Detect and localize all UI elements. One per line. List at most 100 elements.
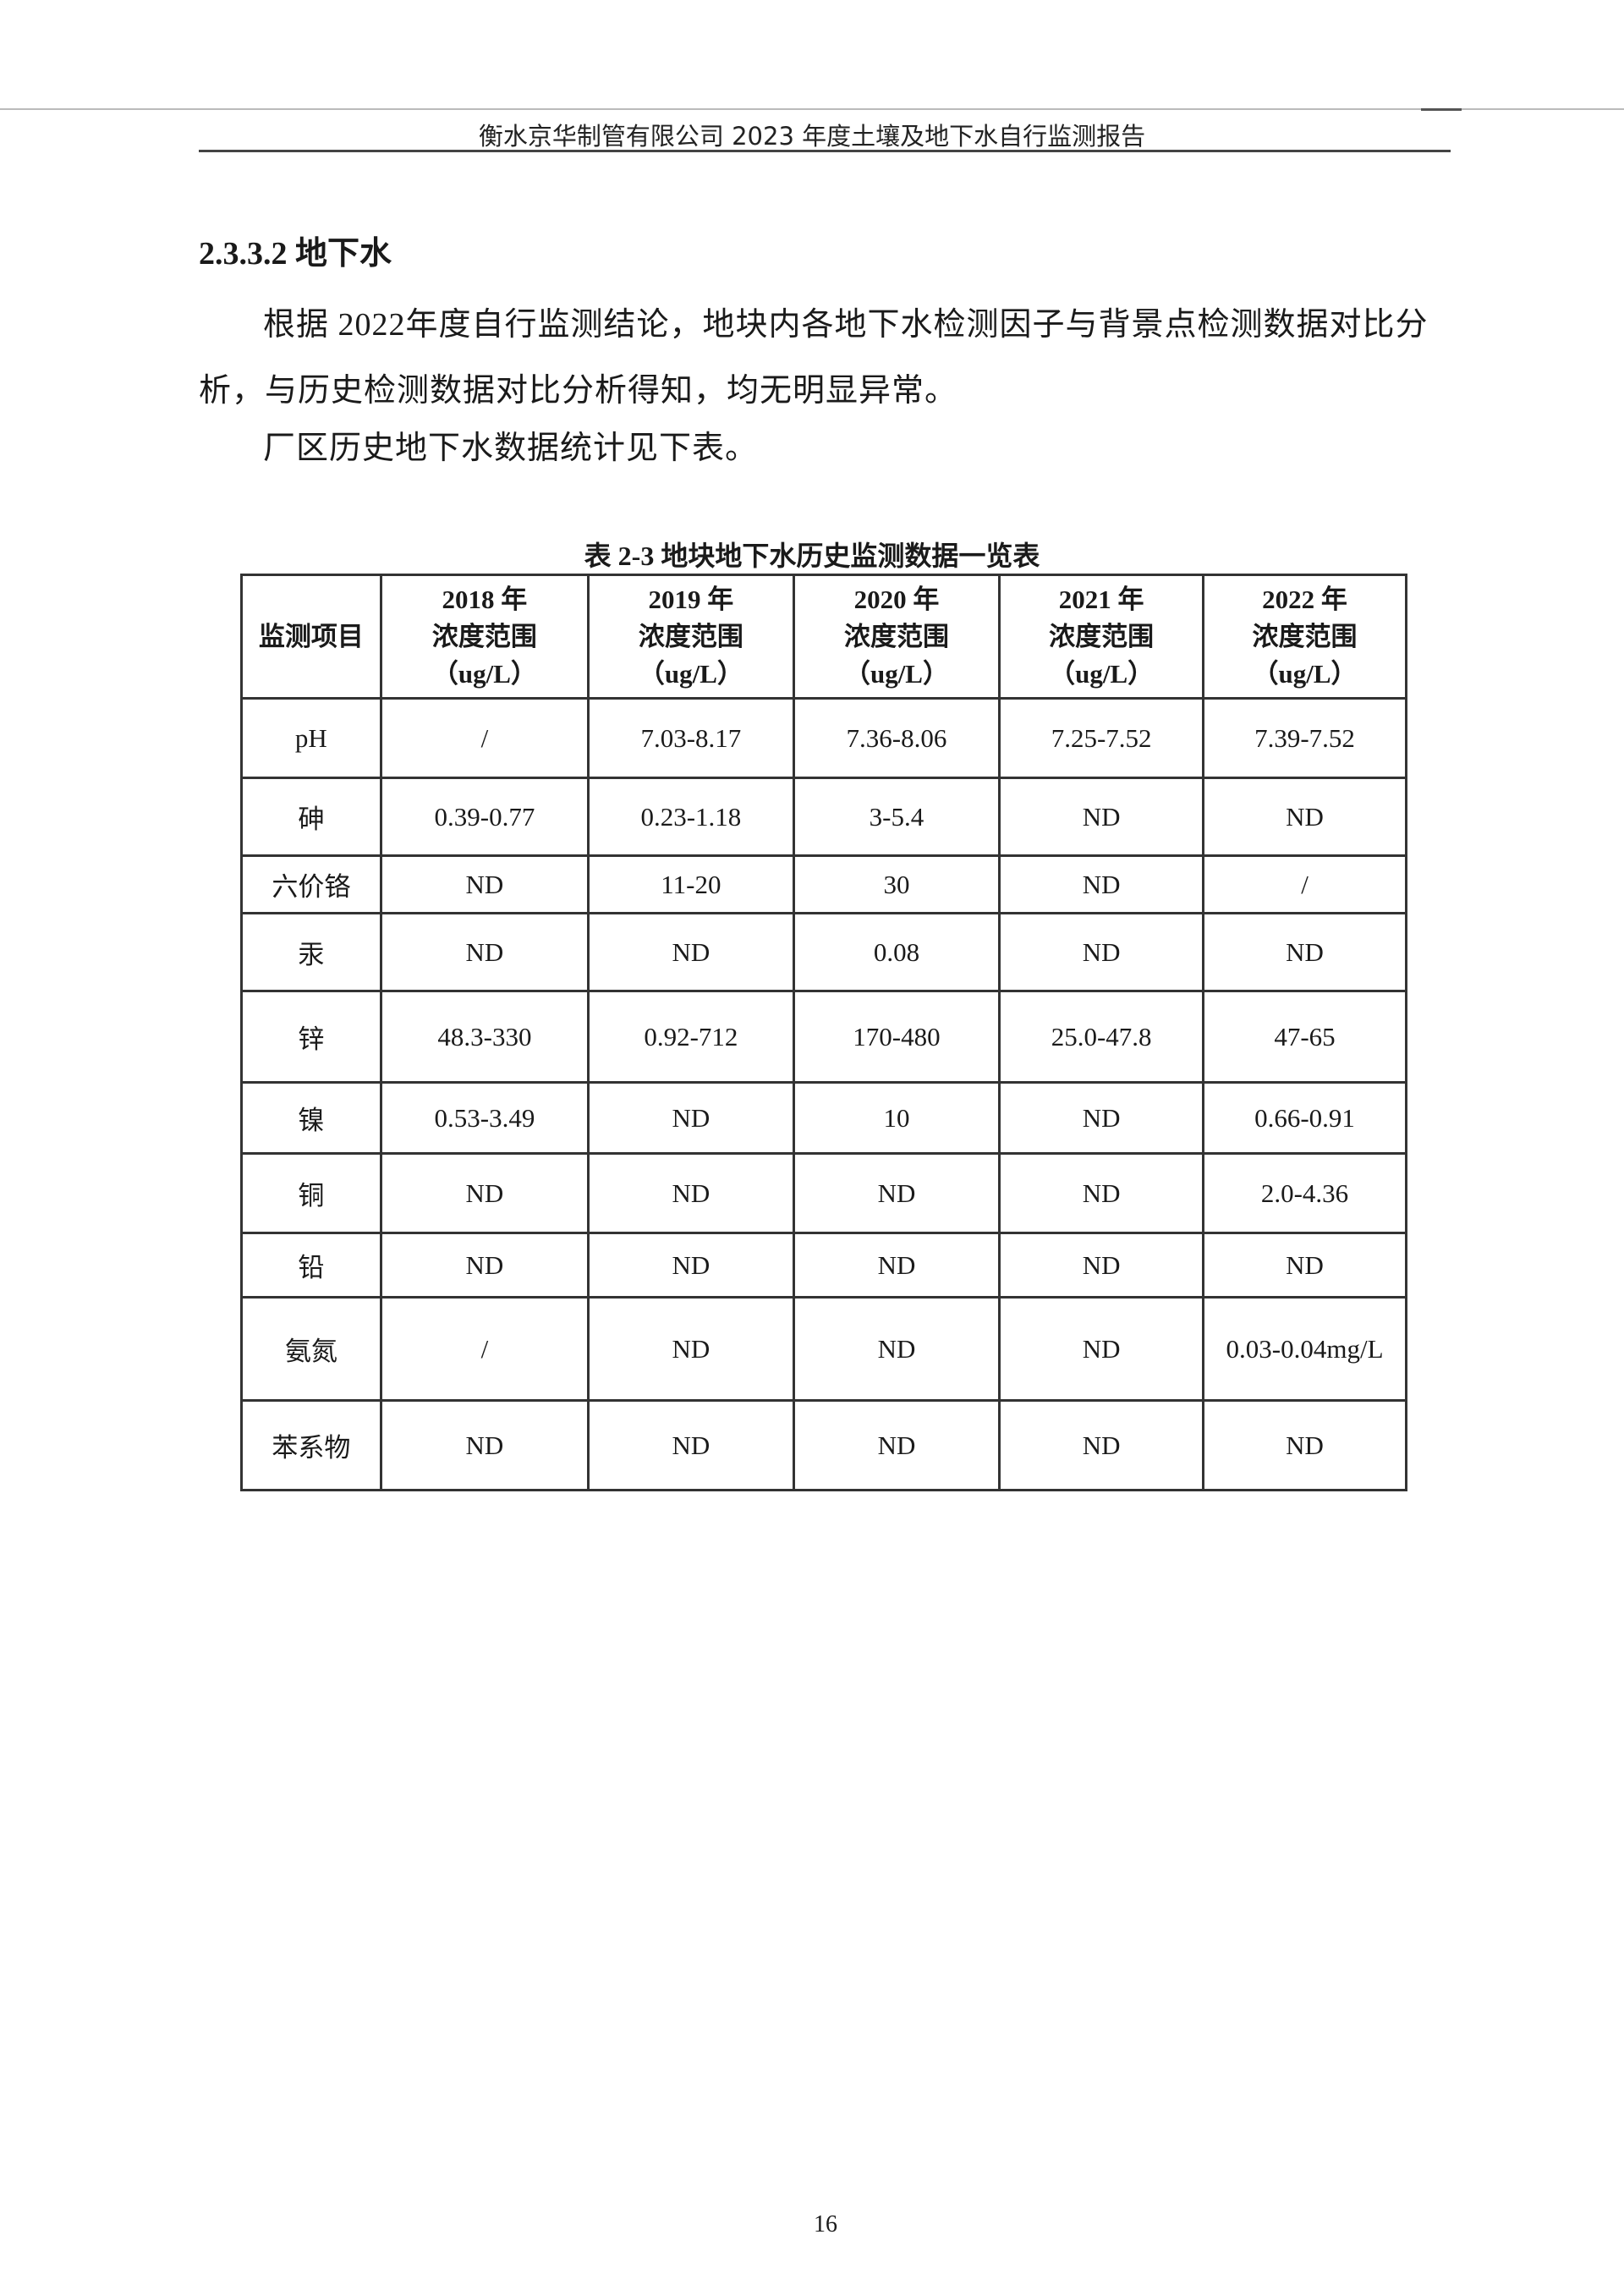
value-cell: ND — [379, 1152, 590, 1234]
parameter-cell: 镍 — [240, 1081, 382, 1155]
table-row: 氨氮 / ND ND ND 0.03-0.04mg/L — [240, 1296, 1407, 1402]
table-row: 汞 ND ND 0.08 ND ND — [240, 912, 1407, 992]
body-paragraph: 厂区历史地下水数据统计见下表。 — [263, 431, 759, 466]
value-cell: ND — [1202, 1232, 1407, 1298]
value-cell: 7.25-7.52 — [998, 697, 1205, 779]
value-cell: 0.92-712 — [587, 990, 795, 1084]
parameter-cell: 锌 — [240, 990, 382, 1084]
page-number: 16 — [814, 2211, 837, 2237]
header-label: 浓度范围 — [1049, 621, 1155, 651]
header-label: 浓度范围 — [1252, 621, 1358, 651]
value-cell: ND — [587, 912, 795, 992]
value-cell: ND — [998, 1232, 1205, 1298]
header-year: 2022 年 — [1262, 584, 1347, 614]
table-row: 砷 0.39-0.77 0.23-1.18 3-5.4 ND ND — [240, 777, 1407, 857]
parameter-cell: 苯系物 — [240, 1399, 382, 1491]
value-cell: ND — [587, 1232, 795, 1298]
header-label: 浓度范围 — [638, 621, 743, 651]
parameter-cell: 六价铬 — [240, 854, 382, 914]
header-cell: 监测项目 — [240, 574, 382, 700]
value-cell: 48.3-330 — [379, 990, 590, 1084]
value-cell: 7.36-8.06 — [792, 697, 1001, 779]
value-cell: 0.08 — [792, 912, 1001, 992]
value-cell: 30 — [792, 854, 1001, 914]
value-cell: ND — [792, 1152, 1001, 1234]
parameter-cell: 铅 — [240, 1232, 382, 1298]
value-cell: 7.03-8.17 — [587, 697, 795, 779]
parameter-cell: pH — [240, 697, 382, 779]
table-caption: 表 2-3 地块地下水历史监测数据一览表 — [584, 541, 1040, 571]
value-cell: ND — [998, 777, 1205, 857]
table-row: 镍 0.53-3.49 ND 10 ND 0.66-0.91 — [240, 1081, 1407, 1155]
value-cell: 11-20 — [587, 854, 795, 914]
parameter-cell: 铜 — [240, 1152, 382, 1234]
value-cell: ND — [998, 1399, 1205, 1491]
value-cell: ND — [792, 1296, 1001, 1402]
header-year: 2019 年 — [648, 584, 734, 614]
parameter-cell: 砷 — [240, 777, 382, 857]
value-cell: ND — [998, 1081, 1205, 1155]
header-cell: 2019 年浓度范围 （ug/L） — [587, 574, 795, 700]
value-cell: ND — [998, 912, 1205, 992]
header-unit: （ug/L） — [1049, 658, 1155, 689]
table-row: 苯系物 ND ND ND ND ND — [240, 1399, 1407, 1491]
table-header-row: 监测项目 2018 年浓度范围 （ug/L） 2019 年浓度范围 （ug/L） 2… — [240, 574, 1407, 700]
value-cell: / — [1202, 854, 1407, 914]
value-cell: ND — [587, 1296, 795, 1402]
groundwater-history-table: 监测项目 2018 年浓度范围 （ug/L） 2019 年浓度范围 （ug/L） 2… — [240, 574, 1407, 1491]
header-label: 浓度范围 — [431, 621, 537, 651]
header-cell: 2020 年浓度范围 （ug/L） — [792, 574, 1001, 700]
value-cell: 10 — [792, 1081, 1001, 1155]
table-row: 六价铬 ND 11-20 30 ND / — [240, 854, 1407, 914]
header-year: 2020 年 — [853, 584, 940, 614]
header-cell: 2018 年浓度范围 （ug/L） — [379, 574, 590, 700]
value-cell: 2.0-4.36 — [1202, 1152, 1407, 1234]
value-cell: ND — [587, 1399, 795, 1491]
header-unit: （ug/L） — [1252, 658, 1358, 689]
header-rule — [199, 150, 1451, 152]
value-cell: 25.0-47.8 — [998, 990, 1205, 1084]
value-cell: ND — [998, 1152, 1205, 1234]
header-label: 浓度范围 — [843, 621, 949, 651]
header-year: 2018 年 — [442, 584, 528, 614]
value-cell: ND — [998, 854, 1205, 914]
value-cell: ND — [1202, 1399, 1407, 1491]
value-cell: 0.53-3.49 — [379, 1081, 590, 1155]
value-cell: 0.66-0.91 — [1202, 1081, 1407, 1155]
value-cell: ND — [379, 1399, 590, 1491]
table-row: pH/7.03-8.17 7.36-8.06 7.25-7.52 7.39-7.52 — [240, 697, 1407, 779]
header-year: 2021 年 — [1058, 584, 1144, 614]
top-border-mark — [1421, 108, 1462, 111]
parameter-cell: 汞 — [240, 912, 382, 992]
value-cell: ND — [792, 1399, 1001, 1491]
value-cell: ND — [1202, 912, 1407, 992]
value-cell: ND — [792, 1232, 1001, 1298]
value-cell: ND — [379, 854, 590, 914]
value-cell: / — [379, 697, 590, 779]
value-cell: 0.23-1.18 — [587, 777, 795, 857]
value-cell: 170-480 — [792, 990, 1001, 1084]
value-cell: ND — [587, 1081, 795, 1155]
value-cell: ND — [379, 1232, 590, 1298]
value-cell: ND — [379, 912, 590, 992]
value-cell: 0.03-0.04mg/L — [1202, 1296, 1407, 1402]
value-cell: 3-5.4 — [792, 777, 1001, 857]
header-unit: （ug/L） — [638, 658, 743, 689]
table-row: 铅 ND ND ND ND ND — [240, 1232, 1407, 1298]
table-row: 铜 ND ND ND ND 2.0-4.36 — [240, 1152, 1407, 1234]
value-cell: 7.39-7.52 — [1202, 697, 1407, 779]
value-cell: / — [379, 1296, 590, 1402]
value-cell: ND — [998, 1296, 1205, 1402]
header-label: 监测项目 — [258, 621, 364, 651]
value-cell: 0.39-0.77 — [379, 777, 590, 857]
value-cell: ND — [1202, 777, 1407, 857]
page-header: 衡水京华制管有限公司 2023 年度土壤及地下水自行监测报告 — [478, 122, 1146, 151]
body-paragraph: 根据 2022年度自行监测结论，地块内各地下水检测因子与背景点检测数据对比分析，… — [199, 307, 1429, 409]
parameter-cell: 氨氮 — [240, 1296, 382, 1402]
header-unit: （ug/L） — [843, 658, 949, 689]
header-cell: 2022 年浓度范围 （ug/L） — [1202, 574, 1407, 700]
top-border — [0, 108, 1624, 110]
table-row: 锌 48.3-330 0.92-712 170-480 25.0-47.8 47-65 — [240, 990, 1407, 1084]
header-unit: （ug/L） — [431, 658, 537, 689]
value-cell: 47-65 — [1202, 990, 1407, 1084]
